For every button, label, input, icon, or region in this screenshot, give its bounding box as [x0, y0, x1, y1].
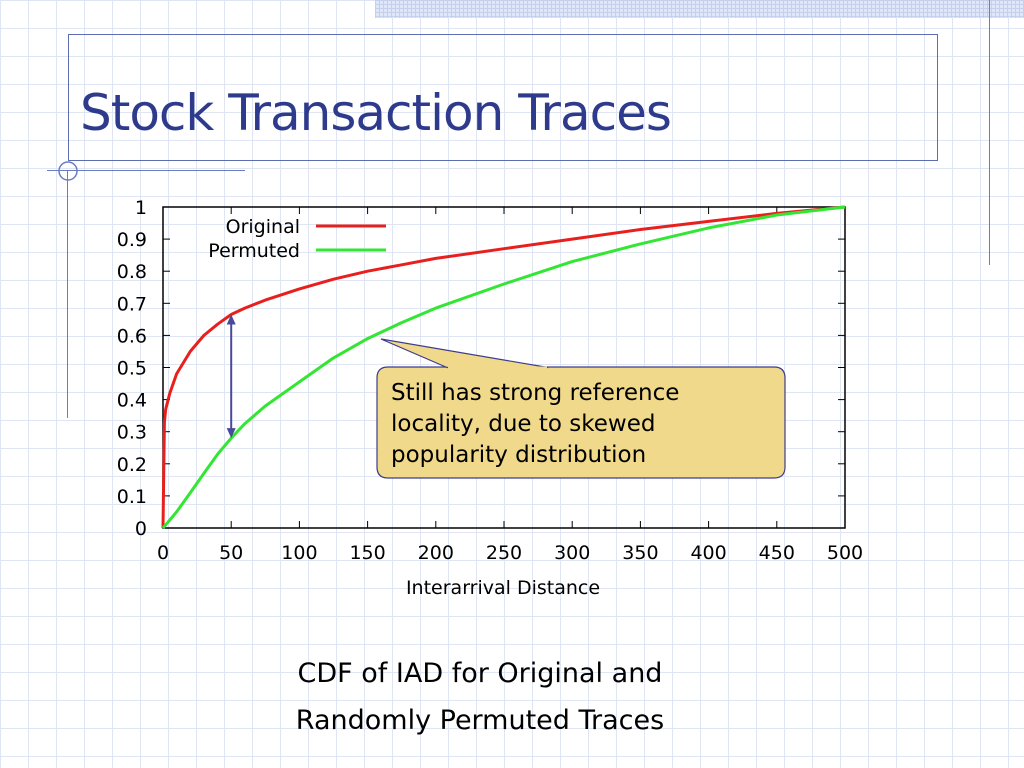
y-tick-label: 0.5	[117, 358, 147, 380]
data-point-permuted	[776, 214, 778, 216]
caption-line-2: Randomly Permuted Traces	[295, 705, 665, 736]
y-tick-label: 0.8	[117, 261, 147, 283]
data-point-permuted	[164, 526, 166, 528]
legend-label-original: Original	[226, 216, 300, 238]
y-tick-label: 0.9	[117, 229, 147, 251]
legend-label-permuted: Permuted	[208, 240, 300, 262]
data-point-permuted	[176, 511, 178, 513]
x-tick-label: 200	[418, 542, 454, 564]
callout-text-line-3: popularity distribution	[391, 442, 646, 468]
x-tick-label: 350	[622, 542, 658, 564]
data-point-original	[265, 299, 267, 301]
data-point-permuted	[165, 524, 167, 526]
data-point-original	[401, 264, 403, 266]
y-tick-label: 0.2	[117, 454, 147, 476]
y-tick-label: 0.6	[117, 325, 147, 347]
decor-line-horizontal	[47, 170, 245, 171]
y-tick-label: 0.3	[117, 422, 147, 444]
data-point-permuted	[265, 405, 267, 407]
decor-line-vertical-right	[989, 0, 990, 265]
top-decorative-band	[375, 0, 1024, 18]
x-tick-label: 0	[157, 542, 169, 564]
annotation-arrowhead-up	[226, 314, 236, 325]
callout: Still has strong reference locality, due…	[376, 338, 786, 479]
page-title: Stock Transaction Traces	[80, 84, 672, 142]
y-tick-label: 0.1	[117, 486, 147, 508]
series-line-permuted	[161, 205, 846, 529]
decor-circle-icon	[58, 161, 78, 181]
data-point-original	[217, 323, 219, 325]
data-point-original	[244, 307, 246, 309]
y-tick-label: 0	[135, 518, 147, 540]
data-point-permuted	[401, 322, 403, 324]
data-point-permuted	[571, 261, 573, 263]
data-point-original	[640, 229, 642, 231]
data-point-permuted	[162, 527, 164, 529]
callout-text-line-1: Still has strong reference	[391, 380, 679, 406]
data-point-original	[571, 238, 573, 240]
data-point-permuted	[503, 283, 505, 285]
figure-caption: CDF of IAD for Original and Randomly Per…	[270, 650, 690, 744]
data-point-original	[503, 248, 505, 250]
data-point-original	[203, 335, 205, 337]
data-point-permuted	[169, 519, 171, 521]
data-point-permuted	[203, 473, 205, 475]
data-point-permuted	[299, 381, 301, 383]
data-point-original	[435, 258, 437, 260]
data-point-original	[164, 421, 166, 423]
data-point-permuted	[844, 206, 846, 208]
title-frame	[68, 34, 938, 161]
data-point-original	[176, 373, 178, 375]
callout-text-line-2: locality, due to skewed	[391, 411, 655, 437]
data-point-original	[165, 408, 167, 410]
data-point-permuted	[333, 357, 335, 359]
x-tick-label: 250	[486, 542, 522, 564]
series-line-original	[161, 205, 846, 529]
x-tick-label: 450	[759, 542, 795, 564]
data-point-original	[708, 221, 710, 223]
data-point-permuted	[217, 453, 219, 455]
data-point-permuted	[189, 492, 191, 494]
data-point-permuted	[708, 227, 710, 229]
data-point-original	[299, 288, 301, 290]
data-point-original	[333, 278, 335, 280]
y-tick-label: 1	[135, 197, 147, 219]
decor-line-vertical-left	[67, 170, 68, 418]
y-tick-label: 0.4	[117, 390, 147, 412]
data-point-original	[189, 351, 191, 353]
callout-box	[376, 366, 786, 479]
x-tick-label: 150	[349, 542, 385, 564]
data-point-original	[367, 270, 369, 272]
data-point-permuted	[640, 243, 642, 245]
data-point-permuted	[244, 423, 246, 425]
data-point-permuted	[435, 307, 437, 309]
data-point-original	[169, 392, 171, 394]
y-tick-label: 0.7	[117, 293, 147, 315]
x-tick-label: 50	[219, 542, 243, 564]
x-tick-label: 100	[281, 542, 317, 564]
x-tick-label: 500	[827, 542, 863, 564]
callout-pointer	[380, 338, 549, 369]
x-tick-label: 300	[554, 542, 590, 564]
annotation-arrowhead-down	[226, 428, 236, 439]
caption-line-1: CDF of IAD for Original and	[297, 658, 663, 689]
data-point-permuted	[367, 338, 369, 340]
x-tick-label: 400	[690, 542, 726, 564]
x-axis-label: Interarrival Distance	[406, 577, 600, 599]
